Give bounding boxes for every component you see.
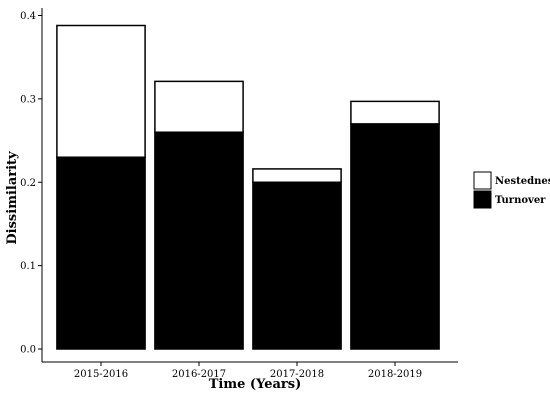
bar-turnover-2016-2017	[154, 131, 244, 350]
legend-label-nestedness: Nestedness	[495, 176, 550, 187]
x-tick-label: 2018-2019	[368, 369, 422, 380]
legend: Nestedness Turnover	[473, 171, 550, 209]
x-tick-label: 2017-2018	[270, 369, 324, 380]
bar-turnover-2017-2018	[252, 181, 342, 350]
y-tick-label: 0.1	[20, 261, 36, 272]
y-ticks-group: 0.0 0.1 0.2 0.3 0.4	[20, 11, 42, 356]
bar-nestedness-2017-2018	[252, 168, 342, 184]
legend-swatch-turnover	[473, 190, 492, 209]
x-axis-title: Time (Years)	[209, 377, 301, 392]
bars-group	[56, 24, 440, 350]
legend-label-turnover: Turnover	[495, 195, 546, 206]
bar-nestedness-2016-2017	[154, 80, 244, 133]
x-tick-label: 2015-2016	[74, 369, 128, 380]
bar-turnover-2015-2016	[56, 156, 146, 350]
y-axis-title: Dissimilarity	[5, 151, 20, 245]
y-tick-label: 0.3	[20, 94, 36, 105]
bar-nestedness-2015-2016	[56, 24, 146, 158]
axes-group	[41, 8, 458, 363]
y-tick-label: 0.2	[20, 178, 36, 189]
y-tick-label: 0.0	[20, 345, 36, 356]
x-tick-label: 2016-2017	[172, 369, 226, 380]
y-tick-label: 0.4	[20, 11, 36, 22]
x-ticks-group: 2015-2016 2016-2017 2017-2018 2018-2019	[74, 362, 422, 380]
bar-nestedness-2018-2019	[350, 100, 440, 125]
bar-turnover-2018-2019	[350, 123, 440, 350]
legend-swatch-nestedness	[473, 171, 492, 190]
